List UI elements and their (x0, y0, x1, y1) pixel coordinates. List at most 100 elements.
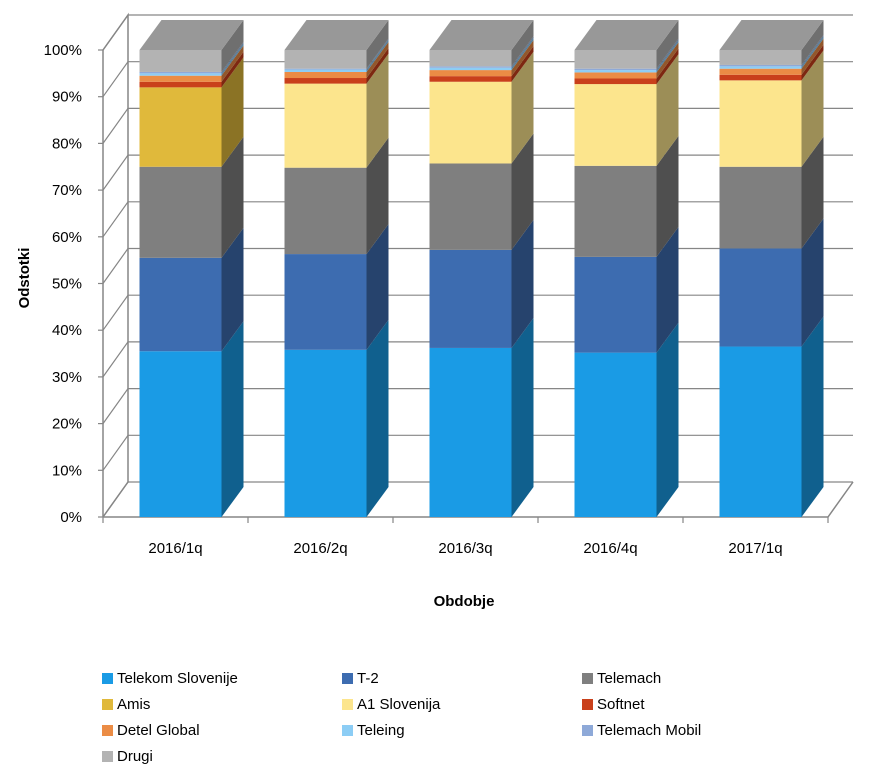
bar-segment (284, 349, 367, 517)
bar-segment (574, 256, 657, 353)
bar-segment (139, 87, 222, 167)
bar-segment-side (221, 43, 244, 76)
bar-segment-side (656, 322, 679, 517)
bar-stack-2016/1q (139, 20, 244, 517)
bar-segment (284, 71, 367, 79)
bar-segment-side (656, 226, 679, 353)
y-tick-label: 80% (52, 135, 82, 152)
chart-plot: 0% 10% 20% 30% 40% 50% 60% 70% 80% 90% 100% 2016/1… (16, 12, 854, 610)
legend-swatch (102, 698, 113, 710)
gridline (102, 14, 853, 51)
bar-segment (429, 76, 512, 82)
bar-segment-side (511, 133, 534, 250)
bar-segment-side (221, 20, 244, 72)
bar-segment (574, 70, 657, 73)
y-tick-label: 20% (52, 416, 82, 433)
legend-label: Detel Global (117, 721, 200, 739)
legend-item: Softnet (582, 694, 645, 714)
bar-segment-side (511, 36, 534, 68)
x-tick-label: 2017/1q (728, 540, 782, 557)
y-tick-label: 60% (52, 229, 82, 246)
bar-segment (284, 50, 367, 69)
legend-item: T-2 (342, 668, 379, 688)
bar-segment (574, 352, 657, 517)
bar-segment-side (221, 321, 244, 517)
bar-segment (284, 83, 367, 168)
bar-segment (719, 80, 802, 167)
legend-item: Telemach Mobil (582, 720, 701, 740)
bar-top (429, 20, 534, 50)
bar-stack-2016/4q (574, 20, 679, 517)
bar-segment (719, 50, 802, 65)
bar-top (284, 20, 389, 50)
bar-segment (429, 81, 512, 164)
bar-segment (139, 351, 222, 517)
bar-segment (719, 166, 802, 249)
bar-segment-side (801, 50, 824, 167)
bar-segment (139, 166, 222, 258)
bar-segment-side (511, 37, 534, 71)
bar-segment (139, 71, 222, 74)
bar-segment-side (511, 219, 534, 348)
bar-segment-side (366, 53, 389, 168)
bar-segment-side (366, 20, 389, 69)
y-tick-label: 100% (44, 42, 82, 59)
y-tick-label: 50% (52, 276, 82, 293)
bar-segment-side (221, 136, 244, 258)
x-tick-label: 2016/3q (438, 540, 492, 557)
legend-item: Teleing (342, 720, 405, 740)
legend-swatch (342, 724, 353, 736)
bar-segment-side (656, 42, 679, 79)
bar-segment-side (656, 40, 679, 73)
bar-segment (284, 69, 367, 72)
bar-segment (574, 68, 657, 71)
bar-segment-side (221, 41, 244, 74)
bar-segment-side (801, 316, 824, 517)
bar-segment (719, 74, 802, 81)
bar-segment (139, 81, 222, 88)
bar-segment-side (801, 136, 824, 249)
bar-stack-2016/3q (429, 20, 534, 517)
legend-label: A1 Slovenija (357, 695, 441, 713)
legend-item: Amis (102, 694, 150, 714)
y-tick-label: 90% (52, 89, 82, 106)
y-tick-labels: 0% 10% 20% 30% 40% 50% 60% 70% 80% 90% 100% (44, 42, 82, 526)
bar-segment (574, 165, 657, 257)
legend-swatch (102, 724, 113, 736)
bar-segment (574, 78, 657, 85)
legend-item: Drugi (102, 746, 153, 766)
legend-label: T-2 (357, 669, 379, 687)
legend-item: Telemach (582, 668, 661, 688)
bar-segment (284, 167, 367, 255)
bar-segment (719, 64, 802, 67)
legend-swatch (342, 672, 353, 684)
legend-swatch (102, 750, 113, 762)
bar-top (719, 20, 824, 50)
bar-segment (429, 50, 512, 67)
bar-segment (429, 163, 512, 250)
bar-segment-side (366, 319, 389, 517)
bar-segment (719, 68, 802, 75)
bar-segment-side (801, 218, 824, 347)
legend-label: Telekom Slovenije (117, 669, 238, 687)
bar-segment-side (366, 38, 389, 70)
bar-segment-side (511, 317, 534, 517)
bar-segment (139, 73, 222, 76)
y-tick-label: 40% (52, 322, 82, 339)
bar-segment (429, 67, 512, 71)
y-tick-label: 0% (60, 509, 82, 526)
y-tick-label: 10% (52, 462, 82, 479)
bar-segment-side (656, 135, 679, 257)
legend-swatch (582, 698, 593, 710)
bar-segment-side (656, 54, 679, 166)
bar-segment-side (511, 40, 534, 77)
legend-swatch (102, 672, 113, 684)
bar-segment (284, 68, 367, 70)
bar-segment-side (366, 224, 389, 350)
y-tick-label: 30% (52, 369, 82, 386)
bar-segment (139, 257, 222, 352)
bar-segment-side (366, 137, 389, 255)
x-axis-title: Obdobje (434, 593, 495, 610)
bar-segment-side (801, 44, 824, 81)
bar-segment (284, 78, 367, 84)
